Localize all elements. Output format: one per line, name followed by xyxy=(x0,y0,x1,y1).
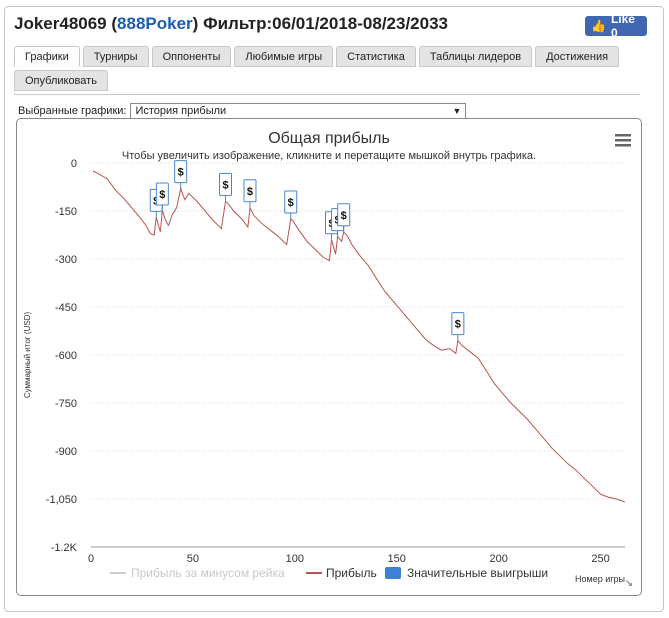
facebook-like-button[interactable]: 👍 Like 0 xyxy=(585,12,647,40)
big-win-marker-4[interactable] xyxy=(243,179,257,203)
tab-tabs_row1-0[interactable]: Графики xyxy=(14,46,80,67)
y-tick-label: -750 xyxy=(55,398,77,410)
y-tick-label: -300 xyxy=(55,254,77,266)
big-win-marker-1[interactable] xyxy=(155,182,169,206)
player-name: Joker48069 xyxy=(14,14,107,33)
x-tick-label: 200 xyxy=(489,553,507,565)
big-win-marker-label: $ xyxy=(178,167,184,179)
tab-tabs_row1-5[interactable]: Таблицы лидеров xyxy=(418,46,533,67)
y-tick-label: -450 xyxy=(55,302,77,314)
tab-tabs_row2-0[interactable]: Опубликовать xyxy=(14,70,108,91)
tab-row: Опубликовать xyxy=(14,70,640,91)
profit-chart[interactable]: Общая прибыль Чтобы увеличить изображение… xyxy=(17,119,641,595)
chart-select-value: История прибыли xyxy=(135,105,227,117)
y-tick-label: -150 xyxy=(55,206,77,218)
legend-big-wins-label[interactable]: Значительные выигрыши xyxy=(407,566,548,580)
y-tick-label: -1.2K xyxy=(51,542,78,554)
y-tick-label: -900 xyxy=(55,446,77,458)
x-axis-label: Номер игры xyxy=(575,574,625,584)
big-win-marker-label: $ xyxy=(247,186,253,198)
big-win-marker-3[interactable] xyxy=(219,172,233,196)
filter-text: Фильтр:06/01/2018-08/23/2033 xyxy=(203,14,448,33)
chart-subtitle: Чтобы увеличить изображение, кликните и … xyxy=(122,150,536,162)
x-tick-label: 150 xyxy=(388,553,406,565)
tab-tabs_row1-4[interactable]: Статистика xyxy=(336,46,416,67)
big-win-marker-label: $ xyxy=(222,179,228,191)
big-win-marker-label: $ xyxy=(341,210,347,222)
resize-handle-icon[interactable]: ↘ xyxy=(624,578,633,589)
facebook-like-label: Like 0 xyxy=(610,12,635,40)
tab-tabs_row1-3[interactable]: Любимые игры xyxy=(234,46,334,67)
site-link[interactable]: 888Poker xyxy=(117,14,193,33)
big-win-marker-2[interactable] xyxy=(174,160,188,184)
legend-big-wins-swatch[interactable] xyxy=(385,567,401,579)
chart-title: Общая прибыль xyxy=(268,130,390,147)
dropdown-arrow-icon: ▼ xyxy=(452,106,462,116)
chart-selector-label: Выбранные графики: xyxy=(18,105,127,117)
chart-selector: Выбранные графики: История прибыли ▼ xyxy=(18,103,467,119)
y-axis-label: Суммарный итог (USD) xyxy=(23,312,32,399)
big-win-marker-label: $ xyxy=(159,189,165,201)
big-win-marker-9[interactable] xyxy=(451,312,465,336)
y-tick-label: -1,050 xyxy=(46,494,77,506)
profit-series-line[interactable] xyxy=(92,170,626,503)
big-win-marker-8[interactable] xyxy=(337,203,351,227)
tab-tabs_row1-6[interactable]: Достижения xyxy=(535,46,620,67)
big-win-marker-label: $ xyxy=(455,319,461,331)
x-tick-label: 250 xyxy=(591,553,609,565)
x-tick-label: 100 xyxy=(286,553,304,565)
chart-menu-icon[interactable] xyxy=(615,134,631,147)
tab-row: Графики Турниры Оппоненты Любимые игры Стати… xyxy=(14,46,640,67)
legend-profit-label[interactable]: Прибыль xyxy=(326,566,377,580)
paren-open: ( xyxy=(111,14,118,33)
big-win-marker-5[interactable] xyxy=(284,190,298,214)
tab-bar: Графики Турниры Оппоненты Любимые игры Стати… xyxy=(14,46,640,95)
chart-select[interactable]: История прибыли ▼ xyxy=(130,103,467,119)
page-title: Joker48069 (888Poker) Фильтр:06/01/2018-… xyxy=(14,14,448,34)
x-tick-label: 0 xyxy=(88,553,94,565)
x-tick-label: 50 xyxy=(187,553,199,565)
chart-panel: Общая прибыль Чтобы увеличить изображение… xyxy=(16,118,642,596)
tab-tabs_row1-1[interactable]: Турниры xyxy=(82,46,149,67)
big-win-marker-label: $ xyxy=(288,197,294,209)
paren-close: ) xyxy=(192,14,199,33)
legend-rake-label[interactable]: Прибыль за минусом рейка xyxy=(131,566,285,580)
y-tick-label: -600 xyxy=(55,350,77,362)
y-tick-label: 0 xyxy=(71,158,77,170)
tab-tabs_row1-2[interactable]: Оппоненты xyxy=(151,46,232,67)
thumbs-up-icon: 👍 xyxy=(591,19,606,33)
